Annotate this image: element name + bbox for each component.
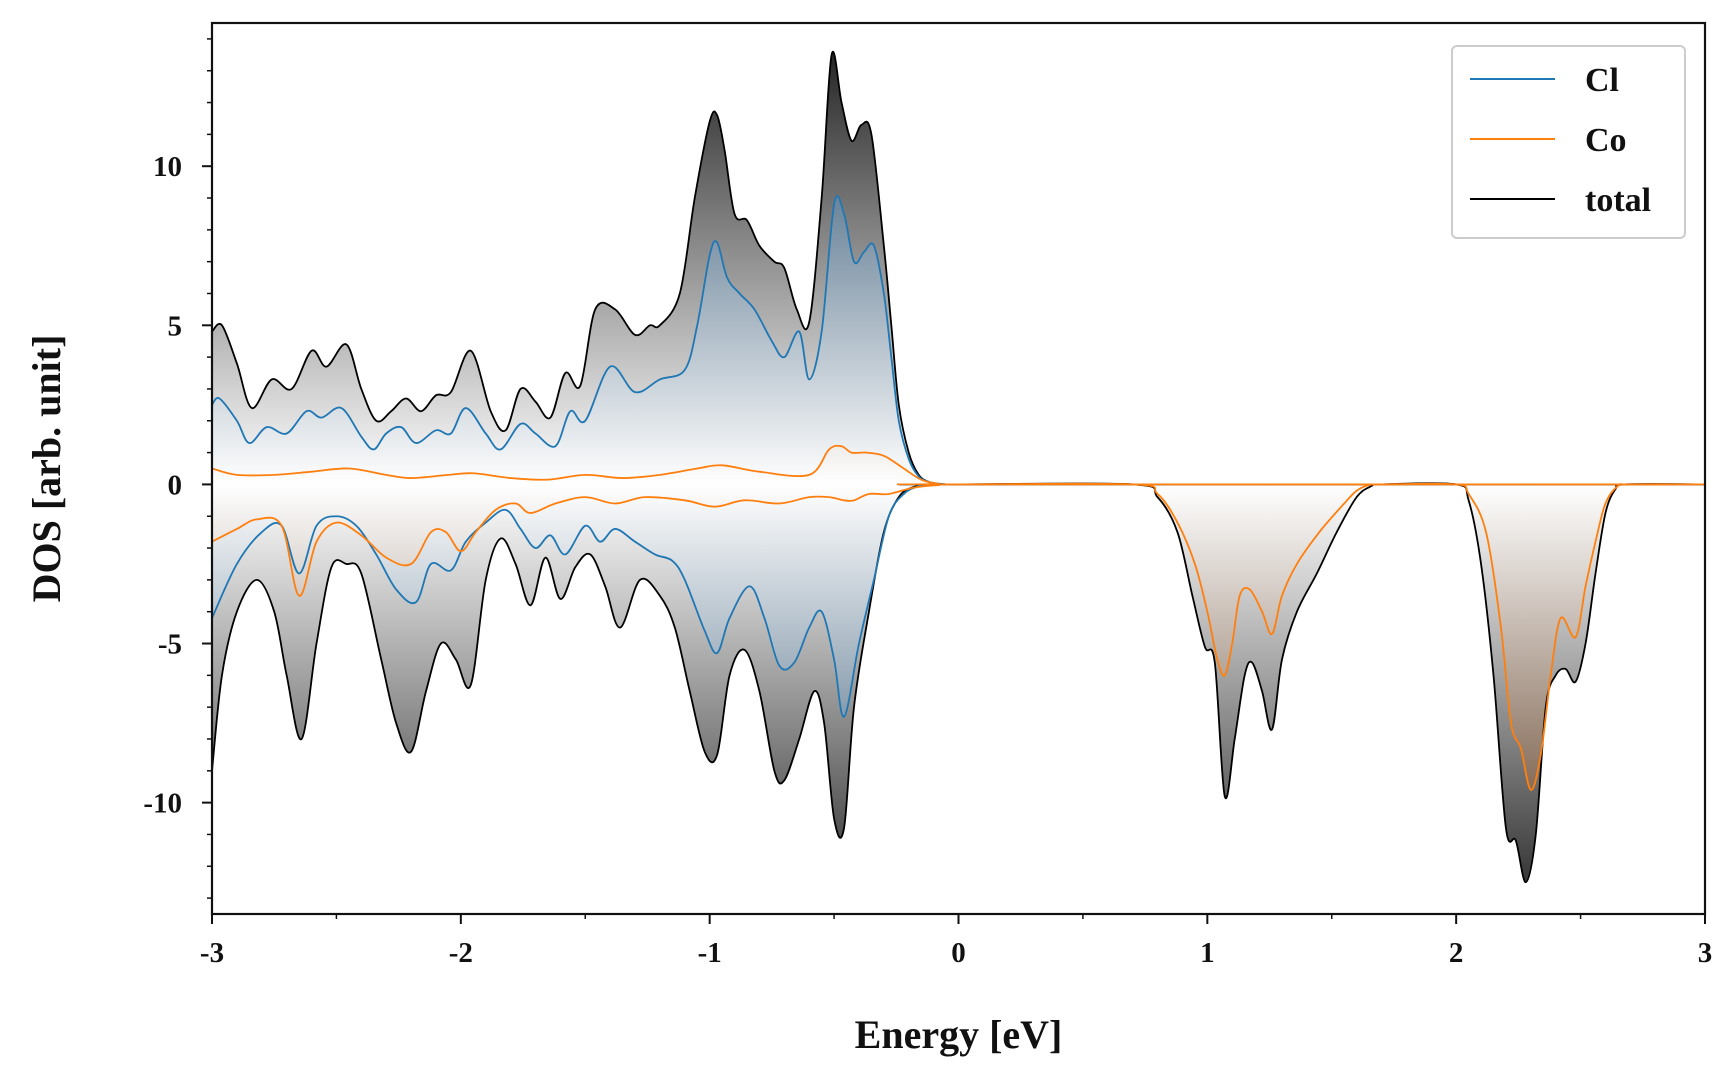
x-tick-label: 3 bbox=[1698, 937, 1713, 969]
y-tick-label: -10 bbox=[143, 788, 182, 820]
y-tick-label: -5 bbox=[158, 629, 182, 661]
line-co-spin-up bbox=[211, 444, 1706, 486]
dos-lines bbox=[211, 50, 1706, 884]
x-tick-label: -1 bbox=[698, 937, 722, 969]
line-co-spin-down bbox=[211, 482, 1706, 791]
area-cl-spin-up bbox=[212, 195, 1705, 485]
y-tick-label: 5 bbox=[168, 310, 183, 342]
y-tick-label: 10 bbox=[153, 151, 182, 183]
x-tick-label: 0 bbox=[951, 937, 966, 969]
legend-label-cl: Cl bbox=[1585, 62, 1619, 99]
line-total-spin-down bbox=[211, 482, 1706, 884]
area-total-spin-up bbox=[212, 51, 1705, 485]
area-co-spin-up bbox=[212, 445, 1705, 485]
line-total-spin-up bbox=[211, 50, 1705, 486]
legend: Cl Co total bbox=[1451, 45, 1686, 239]
x-tick-label: 2 bbox=[1449, 937, 1464, 969]
x-axis-title: Energy [eV] bbox=[855, 1012, 1063, 1057]
legend-label-total: total bbox=[1585, 182, 1651, 219]
x-tick-label: -3 bbox=[200, 937, 224, 969]
y-axis-title: DOS [arb. unit] bbox=[24, 335, 69, 603]
y-tick-label: 0 bbox=[168, 469, 183, 501]
line-cl-spin-up bbox=[211, 195, 1705, 486]
legend-label-co: Co bbox=[1585, 122, 1627, 159]
y-axis-ticks: -10 -5 0 5 10 bbox=[143, 38, 212, 899]
x-axis-ticks: -3 -2 -1 0 1 2 3 bbox=[200, 914, 1712, 969]
area-co-spin-down bbox=[212, 483, 1705, 790]
x-tick-label: 1 bbox=[1200, 937, 1215, 969]
x-tick-label: -2 bbox=[449, 937, 473, 969]
line-cl-spin-down bbox=[211, 483, 1705, 718]
legend-box bbox=[1451, 45, 1686, 239]
dos-fills bbox=[212, 51, 1705, 883]
